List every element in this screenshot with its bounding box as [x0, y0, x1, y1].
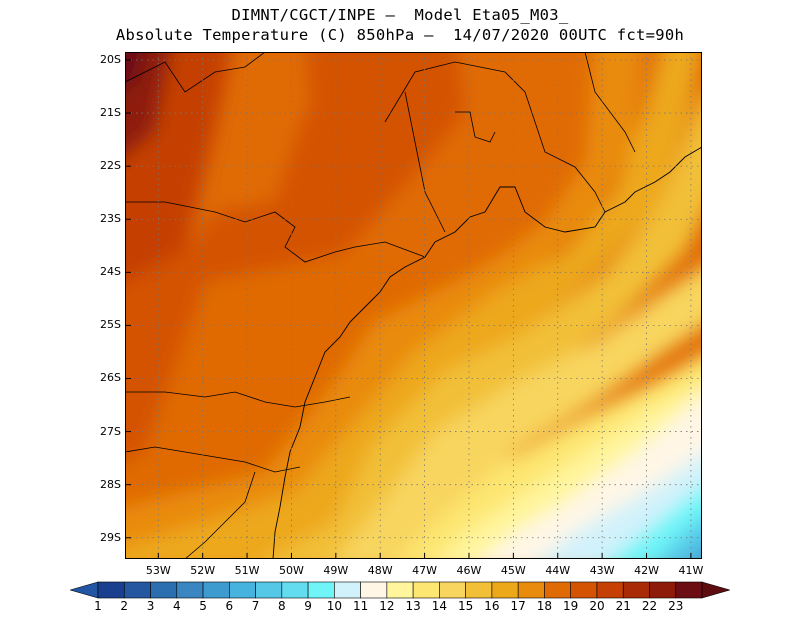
colorbar-label: 5: [199, 599, 207, 613]
lat-label: 29S: [100, 530, 121, 544]
colorbar-box: [675, 581, 703, 599]
colorbar-label: 22: [641, 599, 658, 613]
colorbar-label: 12: [379, 599, 395, 613]
colorbar-label: 11: [352, 599, 369, 613]
colorbar-box: [176, 581, 204, 599]
colorbar-label: 19: [563, 599, 579, 613]
colorbar-box: [465, 581, 493, 599]
colorbar-label: 14: [431, 599, 448, 613]
colorbar-box: [412, 581, 440, 599]
colorbar-box: [97, 581, 125, 599]
colorbar-box: [281, 581, 309, 599]
map-title-line2: Absolute Temperature (C) 850hPa — 14/07/…: [115, 26, 685, 44]
colorbar-label: 16: [484, 599, 500, 613]
colorbar-box: [386, 581, 414, 599]
colorbar-arrow-low: [70, 581, 99, 599]
map-title-line1: DIMNT/CGCT/INPE — Model Eta05_M03_: [231, 6, 569, 24]
colorbar-box: [570, 581, 598, 599]
lon-label: 44W: [545, 564, 571, 577]
colorbar-label: 7: [251, 599, 260, 613]
lon-label: 53W: [145, 564, 171, 577]
colorbar-label: 2: [120, 599, 129, 613]
lon-label: 49W: [323, 564, 349, 577]
lat-label: 27S: [100, 424, 121, 438]
colorbar-box: [123, 581, 151, 599]
lon-label: 51W: [234, 564, 260, 577]
colorbar-label: 10: [326, 599, 342, 613]
lat-label: 25S: [100, 318, 121, 332]
colorbar-box: [202, 581, 230, 599]
colorbar-box: [544, 581, 571, 599]
lon-label: 46W: [456, 564, 482, 577]
temperature-colorbar: [70, 581, 730, 599]
lat-label: 23S: [100, 212, 121, 226]
lon-label: 43W: [589, 564, 615, 577]
colorbar-box: [596, 581, 624, 599]
colorbar-box: [491, 581, 519, 599]
colorbar-label: 8: [277, 599, 286, 613]
lat-label: 26S: [100, 371, 121, 385]
colorbar-label: 9: [304, 599, 312, 613]
temperature-map: [125, 52, 702, 559]
colorbar-label: 21: [615, 599, 631, 613]
lon-label: 47W: [412, 564, 438, 577]
lon-label: 48W: [367, 564, 393, 577]
map-gridlines: [125, 52, 702, 559]
colorbar-arrow-high: [701, 581, 730, 599]
colorbar-label: 13: [405, 599, 421, 613]
colorbar-box: [255, 581, 283, 599]
colorbar-box: [517, 581, 545, 599]
colorbar-label: 4: [172, 599, 181, 613]
colorbar-label: 23: [668, 599, 684, 613]
lon-label: 52W: [190, 564, 216, 577]
lat-label: 20S: [100, 52, 121, 66]
colorbar-box: [649, 581, 677, 599]
lat-label: 24S: [100, 265, 121, 279]
colorbar-label: 15: [458, 599, 474, 613]
lat-label: 21S: [100, 106, 121, 120]
colorbar-box: [622, 581, 650, 599]
colorbar-label: 18: [536, 599, 553, 613]
colorbar-box: [229, 581, 256, 599]
colorbar-box: [307, 581, 335, 599]
colorbar-label: 17: [510, 599, 526, 613]
map-axis-ticks: [125, 59, 692, 559]
lat-label: 22S: [100, 159, 121, 173]
colorbar-box: [360, 581, 388, 599]
colorbar-box: [150, 581, 178, 599]
colorbar-label: 3: [146, 599, 155, 613]
lon-label: 42W: [634, 564, 659, 577]
colorbar-box: [334, 581, 361, 599]
colorbar-box: [439, 581, 466, 599]
lon-label: 50W: [279, 564, 304, 577]
lon-label: 45W: [500, 564, 526, 577]
colorbar-label: 1: [94, 599, 102, 613]
colorbar-label: 6: [225, 599, 234, 613]
lat-label: 28S: [100, 477, 121, 491]
lon-label: 41W: [678, 564, 704, 577]
colorbar-label: 20: [589, 599, 605, 613]
